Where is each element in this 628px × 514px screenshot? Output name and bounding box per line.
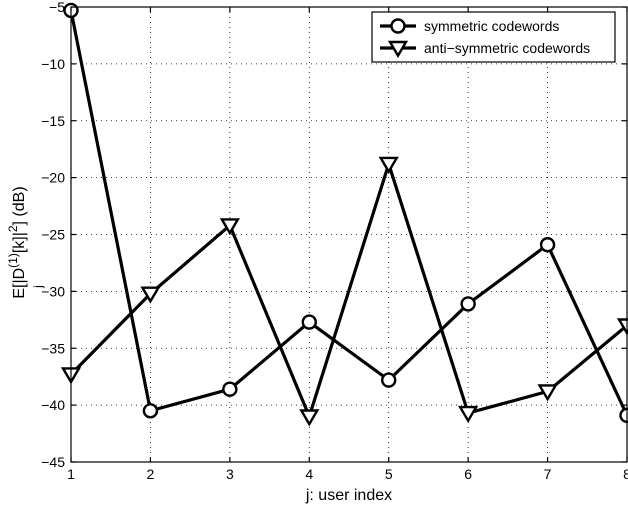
y-label-middle: [k]| — [11, 232, 28, 253]
data-point — [462, 297, 475, 310]
legend-label: anti−symmetric codewords — [424, 40, 590, 56]
y-label-subscript: j — [31, 285, 45, 289]
x-tick-label: 2 — [147, 466, 155, 482]
x-tick-label: 3 — [226, 466, 234, 482]
legend-label: symmetric codewords — [424, 18, 559, 34]
data-point — [381, 158, 397, 172]
y-label-suffix: ] (dB) — [11, 186, 28, 225]
y-tick-label: −25 — [41, 227, 65, 243]
y-tick-labels: −5−10−15−20−25−30−35−40−45 — [41, 0, 65, 470]
data-point — [382, 374, 395, 387]
y-axis-label: E[|D(1)[k]|2] (dB) j — [6, 186, 45, 298]
x-tick-label: 7 — [544, 466, 552, 482]
y-tick-label: −10 — [41, 56, 65, 72]
series-line — [71, 10, 627, 415]
series-anti-symmetric — [63, 158, 628, 424]
x-tick-labels: 1 2 3 4 5 6 7 8 — [67, 466, 628, 482]
data-point — [223, 383, 236, 396]
x-tick-label: 1 — [67, 466, 75, 482]
y-tick-label: −45 — [41, 454, 65, 470]
data-point — [303, 316, 316, 329]
x-tick-label: 4 — [305, 466, 313, 482]
series-symmetric — [65, 4, 628, 422]
legend-marker — [392, 20, 405, 33]
x-tick-label: 8 — [623, 466, 628, 482]
x-tick-label: 5 — [385, 466, 393, 482]
y-label-superscript: (1) — [6, 253, 20, 268]
data-point — [144, 404, 157, 417]
y-tick-label: −35 — [41, 340, 65, 356]
plot-series — [63, 4, 628, 424]
y-label-prefix: E[|D — [11, 268, 28, 299]
y-tick-label: −40 — [41, 397, 65, 413]
y-tick-label: −20 — [41, 170, 65, 186]
legend: symmetric codewords anti−symmetric codewo… — [372, 12, 615, 62]
x-tick-label: 6 — [464, 466, 472, 482]
x-axis-label: j: user index — [305, 487, 392, 504]
y-tick-label: −5 — [49, 0, 65, 15]
data-point — [460, 407, 476, 421]
y-axis-label-text: E[|D(1)[k]|2] (dB) — [6, 186, 28, 298]
y-tick-label: −15 — [41, 113, 65, 129]
data-point — [301, 411, 317, 425]
data-point — [541, 238, 554, 251]
